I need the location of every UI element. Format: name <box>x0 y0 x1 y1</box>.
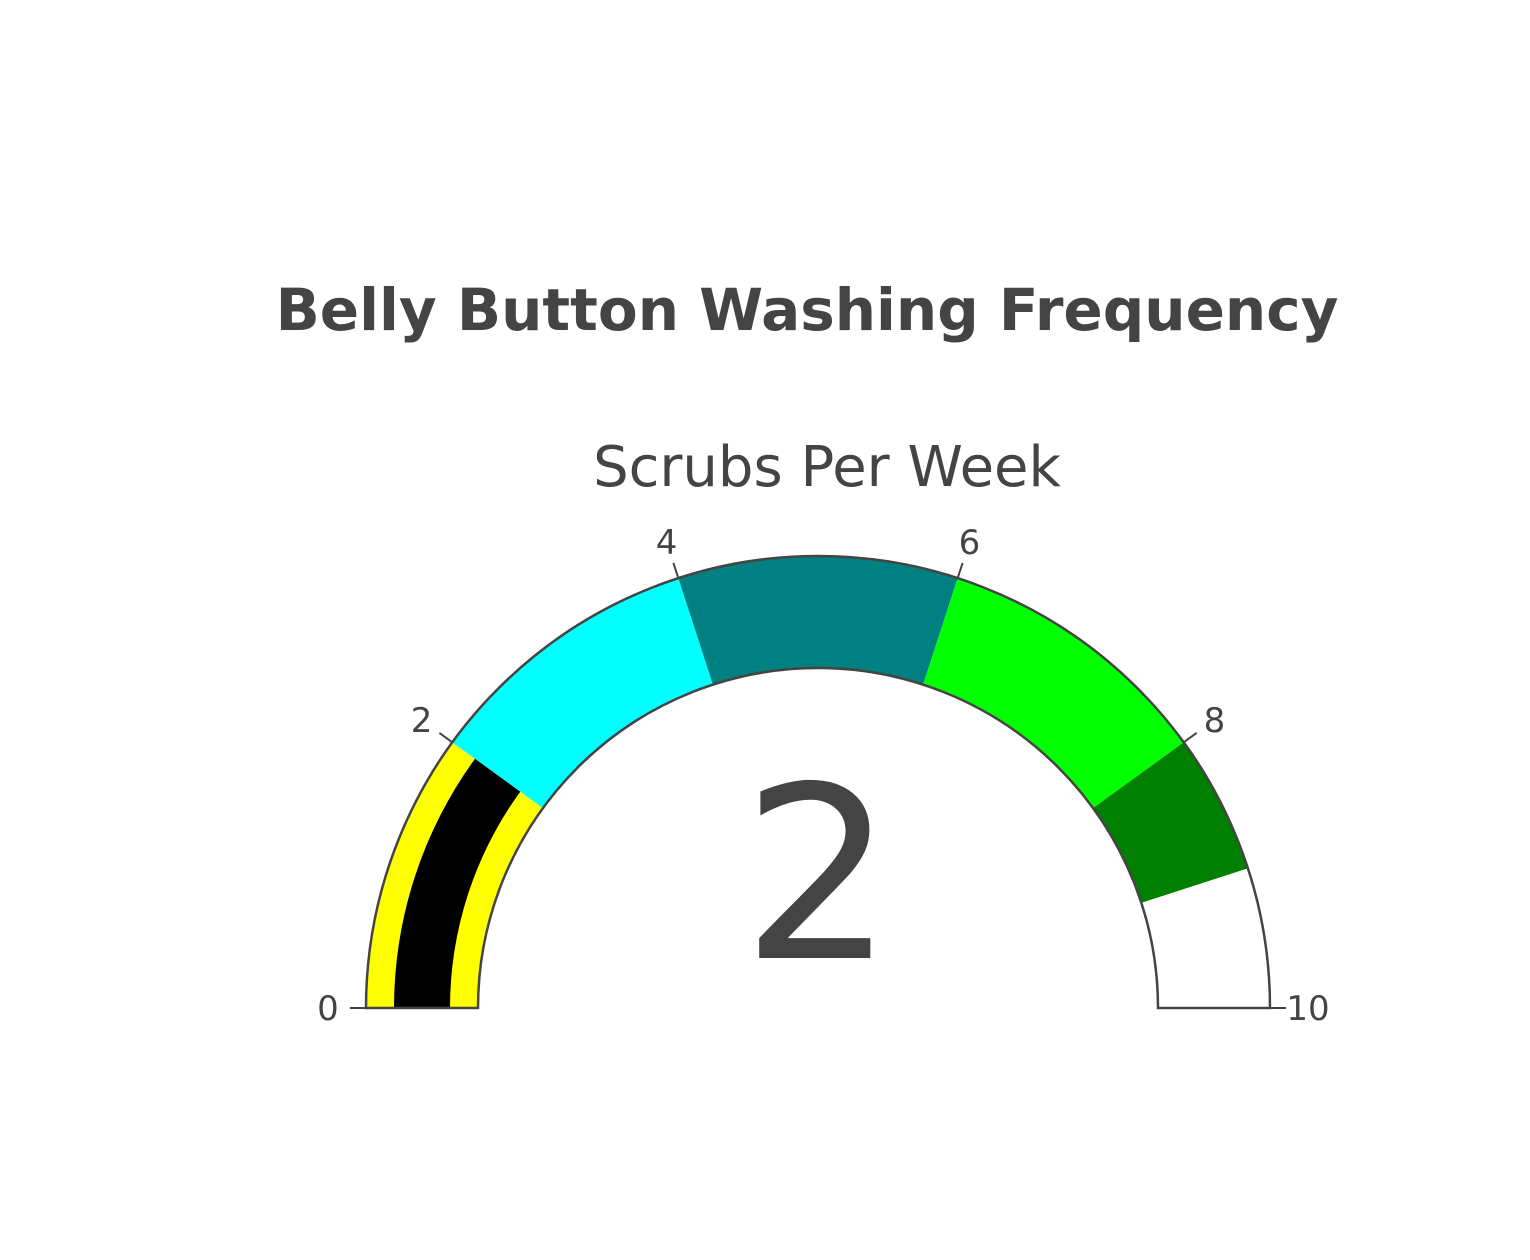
gauge-step-5 <box>1141 868 1270 1008</box>
gauge-step-1 <box>452 578 713 809</box>
gauge-value-bar <box>394 758 521 1008</box>
gauge-tick-label: 6 <box>959 523 981 563</box>
gauge-ticks: 0 2 4 6 8 10 <box>317 523 1329 1029</box>
gauge-tick-label: 2 <box>411 701 433 741</box>
gauge-step-2 <box>678 555 958 685</box>
gauge-tick-mark <box>1183 732 1198 744</box>
chart-subtitle: Scrubs Per Week <box>593 435 1061 500</box>
chart-title: Belly Button Washing Frequency <box>276 276 1339 344</box>
gauge-tick-label: 8 <box>1204 701 1226 741</box>
gauge-tick-mark <box>672 562 680 579</box>
gauge-value: 2 <box>742 735 895 1015</box>
gauge-tick-mark <box>956 562 964 579</box>
gauge-outline <box>364 554 1272 1010</box>
gauge-outline-group <box>364 554 1272 1010</box>
gauge-tick-label: 0 <box>317 989 339 1029</box>
gauge-bar-group <box>394 758 521 1008</box>
gauge-tick-label: 10 <box>1286 989 1329 1029</box>
gauge-step-3 <box>923 578 1184 809</box>
gauge-tick-label: 4 <box>656 523 678 563</box>
gauge-tick-mark <box>438 732 453 744</box>
